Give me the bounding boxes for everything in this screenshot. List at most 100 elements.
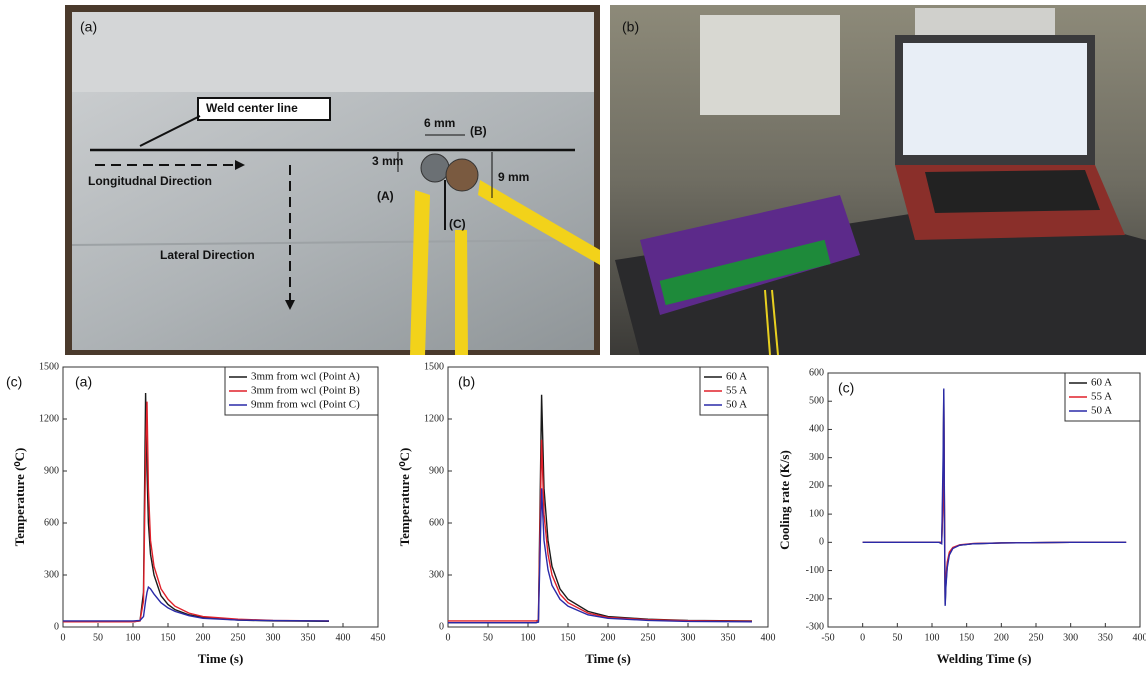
x-tick-label: 400 (761, 632, 776, 643)
y-tick-label: 600 (44, 517, 59, 528)
legend-box (224, 366, 379, 416)
x-tick-label: 200 (196, 632, 211, 643)
panel-label: (c) (838, 380, 854, 396)
legend-label: 50 A (726, 399, 747, 411)
arrowhead (285, 300, 295, 310)
series-line (862, 389, 1127, 605)
y-tick-label: 300 (809, 452, 824, 463)
x-tick-label: 100 (521, 632, 536, 643)
connectors (659, 239, 831, 306)
x-tick-label: 400 (336, 632, 351, 643)
equipment (700, 15, 840, 115)
x-axis-label: Welding Time (s) (937, 651, 1032, 666)
y-tick-label: -300 (806, 621, 824, 632)
plot-frame (62, 366, 379, 628)
annotation: 9 mm (498, 170, 529, 184)
y-tick-label: 0 (54, 621, 59, 632)
photo-a: (a) Weld center line 6 mm (B) 3 mm (A) 9… (65, 5, 600, 355)
x-axis-label: Time (s) (198, 651, 244, 666)
panel-label: (a) (75, 374, 92, 390)
series-line (63, 392, 330, 623)
y-tick-label: 1500 (39, 361, 59, 372)
weld-spot (445, 158, 479, 192)
x-tick-label: 400 (1133, 632, 1146, 643)
x-axis-label: Time (s) (585, 651, 631, 666)
x-tick-label: 150 (161, 632, 176, 643)
legend-label: 60 A (1091, 377, 1112, 389)
legend-label: 55 A (1091, 391, 1112, 403)
y-tick-label: 1200 (424, 413, 444, 424)
x-tick-label: 350 (301, 632, 316, 643)
annotation: Weld center line (206, 101, 298, 115)
label-box (197, 97, 331, 121)
figure-label: (c) (6, 374, 22, 390)
y-axis-label: Temperature (⁰C) (12, 448, 27, 547)
y-tick-label: 500 (809, 396, 824, 407)
panel-label: (b) (622, 19, 639, 35)
panel-label: (b) (458, 374, 475, 390)
legend-label: 3mm from wcl (Point B) (251, 385, 360, 397)
y-tick-label: 600 (809, 367, 824, 378)
plate (72, 92, 594, 350)
x-tick-label: 100 (126, 632, 141, 643)
x-tick-label: 0 (860, 632, 865, 643)
y-tick-label: 400 (809, 424, 824, 435)
legend-label: 50 A (1091, 405, 1112, 417)
x-tick-label: 250 (641, 632, 656, 643)
legend-box (1064, 372, 1141, 422)
x-tick-label: 50 (93, 632, 103, 643)
y-axis-label: Temperature (⁰C) (397, 448, 412, 547)
series-line (862, 401, 1127, 599)
legend-label: 60 A (726, 371, 747, 383)
weld-spot (420, 153, 450, 183)
y-tick-label: 900 (44, 465, 59, 476)
panel-label: (a) (80, 19, 97, 35)
keyboard (925, 170, 1100, 213)
annotation: (C) (449, 217, 466, 231)
x-tick-label: 0 (61, 632, 66, 643)
x-tick-label: 300 (266, 632, 281, 643)
legend-label: 55 A (726, 385, 747, 397)
annotation: (B) (470, 124, 487, 138)
y-tick-label: 300 (429, 569, 444, 580)
y-axis-label: Cooling rate (K/s) (777, 450, 792, 550)
y-tick-label: 1500 (424, 361, 444, 372)
y-tick-label: 300 (44, 569, 59, 580)
x-tick-label: -50 (821, 632, 834, 643)
photo-b: (b) (610, 5, 1146, 356)
plate-edge (71, 239, 595, 246)
series-line (862, 388, 1127, 606)
x-tick-label: 250 (1029, 632, 1044, 643)
thermocouple-wire (410, 190, 430, 355)
x-tick-label: 150 (959, 632, 974, 643)
x-tick-label: 350 (1098, 632, 1113, 643)
series-line (448, 488, 753, 624)
plot-frame (827, 372, 1141, 628)
x-tick-label: 300 (681, 632, 696, 643)
annotation: 3 mm (372, 154, 403, 168)
plate-top (72, 12, 594, 92)
legend-label: 3mm from wcl (Point A) (251, 371, 360, 383)
thermocouple-wire (764, 289, 779, 356)
y-tick-label: -100 (806, 565, 824, 576)
x-tick-label: 150 (561, 632, 576, 643)
thermocouple-wire (478, 180, 600, 265)
x-tick-label: 250 (231, 632, 246, 643)
mat (615, 200, 1146, 355)
y-tick-label: 600 (429, 517, 444, 528)
arrow (139, 115, 201, 147)
annotation: Longitudnal Direction (88, 174, 212, 188)
x-tick-label: 200 (994, 632, 1009, 643)
annotation: (A) (377, 189, 394, 203)
x-tick-label: 50 (892, 632, 902, 643)
x-tick-label: 350 (721, 632, 736, 643)
x-tick-label: 200 (601, 632, 616, 643)
arrowhead (235, 160, 245, 170)
legend-label: 9mm from wcl (Point C) (251, 399, 360, 411)
y-tick-label: 1200 (39, 413, 59, 424)
y-tick-label: 100 (809, 508, 824, 519)
annotation: 6 mm (424, 116, 455, 130)
charts: 0 50 100 150 200 250 300 350 400 450 0 300 600 900 120… (12, 361, 1146, 666)
y-tick-label: 0 (819, 537, 824, 548)
series-line (63, 401, 330, 623)
